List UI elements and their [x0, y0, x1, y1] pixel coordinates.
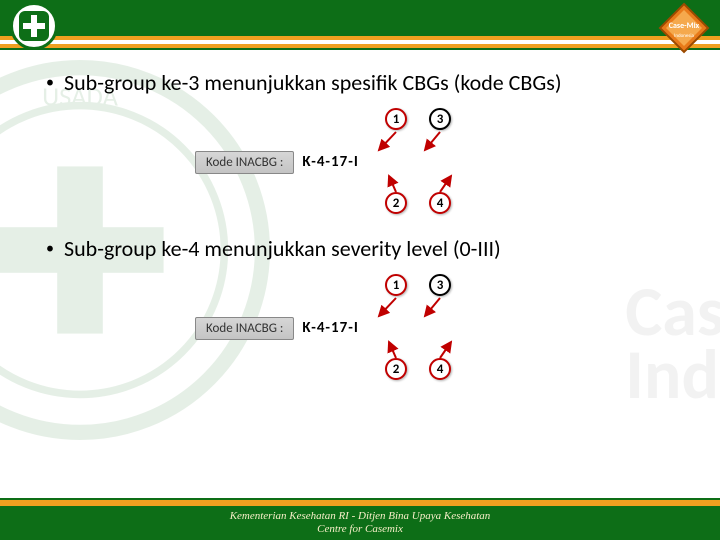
footer-line-1: Kementerian Kesehatan RI - Ditjen Bina U…: [230, 510, 491, 522]
bullet-text: Sub-group ke-4 menunjukkan severity leve…: [64, 236, 501, 262]
svg-text:Case-Mix: Case-Mix: [669, 21, 700, 31]
diagram-node-2: 2: [385, 358, 407, 380]
bullet-text: Sub-group ke-3 menunjukkan spesifik CBGs…: [64, 70, 562, 96]
casemix-indonesia-logo: Case-Mix Indonesia: [658, 2, 710, 54]
code-label: Kode INACBG :: [195, 151, 294, 174]
diagram-node-3: 3: [429, 274, 451, 296]
bakti-husada-logo: [10, 2, 58, 50]
diagram-node-1: 1: [385, 274, 407, 296]
slide-footer: Kementerian Kesehatan RI - Ditjen Bina U…: [0, 496, 720, 540]
slide-header: Case-Mix Indonesia: [0, 0, 720, 52]
diagram-node-4: 4: [429, 192, 451, 214]
diagram-node-2: 2: [385, 192, 407, 214]
bullet-item: • Sub-group ke-4 menunjukkan severity le…: [40, 236, 680, 262]
inacbg-diagram: Kode INACBG : K-4-17-I 1 3 2 4: [195, 272, 525, 384]
slide-content: • Sub-group ke-3 menunjukkan spesifik CB…: [0, 52, 720, 384]
code-value: K-4-17-I: [302, 319, 359, 337]
bullet-marker: •: [40, 70, 64, 96]
code-value: K-4-17-I: [302, 153, 359, 171]
diagram-node-3: 3: [429, 108, 451, 130]
diagram-node-4: 4: [429, 358, 451, 380]
diagram-node-1: 1: [385, 108, 407, 130]
footer-line-2: Centre for Casemix: [317, 523, 403, 535]
bullet-item: • Sub-group ke-3 menunjukkan spesifik CB…: [40, 70, 680, 96]
svg-text:Indonesia: Indonesia: [674, 33, 694, 39]
inacbg-diagram: Kode INACBG : K-4-17-I 1 3 2 4: [195, 106, 525, 218]
code-label: Kode INACBG :: [195, 317, 294, 340]
bullet-marker: •: [40, 236, 64, 262]
